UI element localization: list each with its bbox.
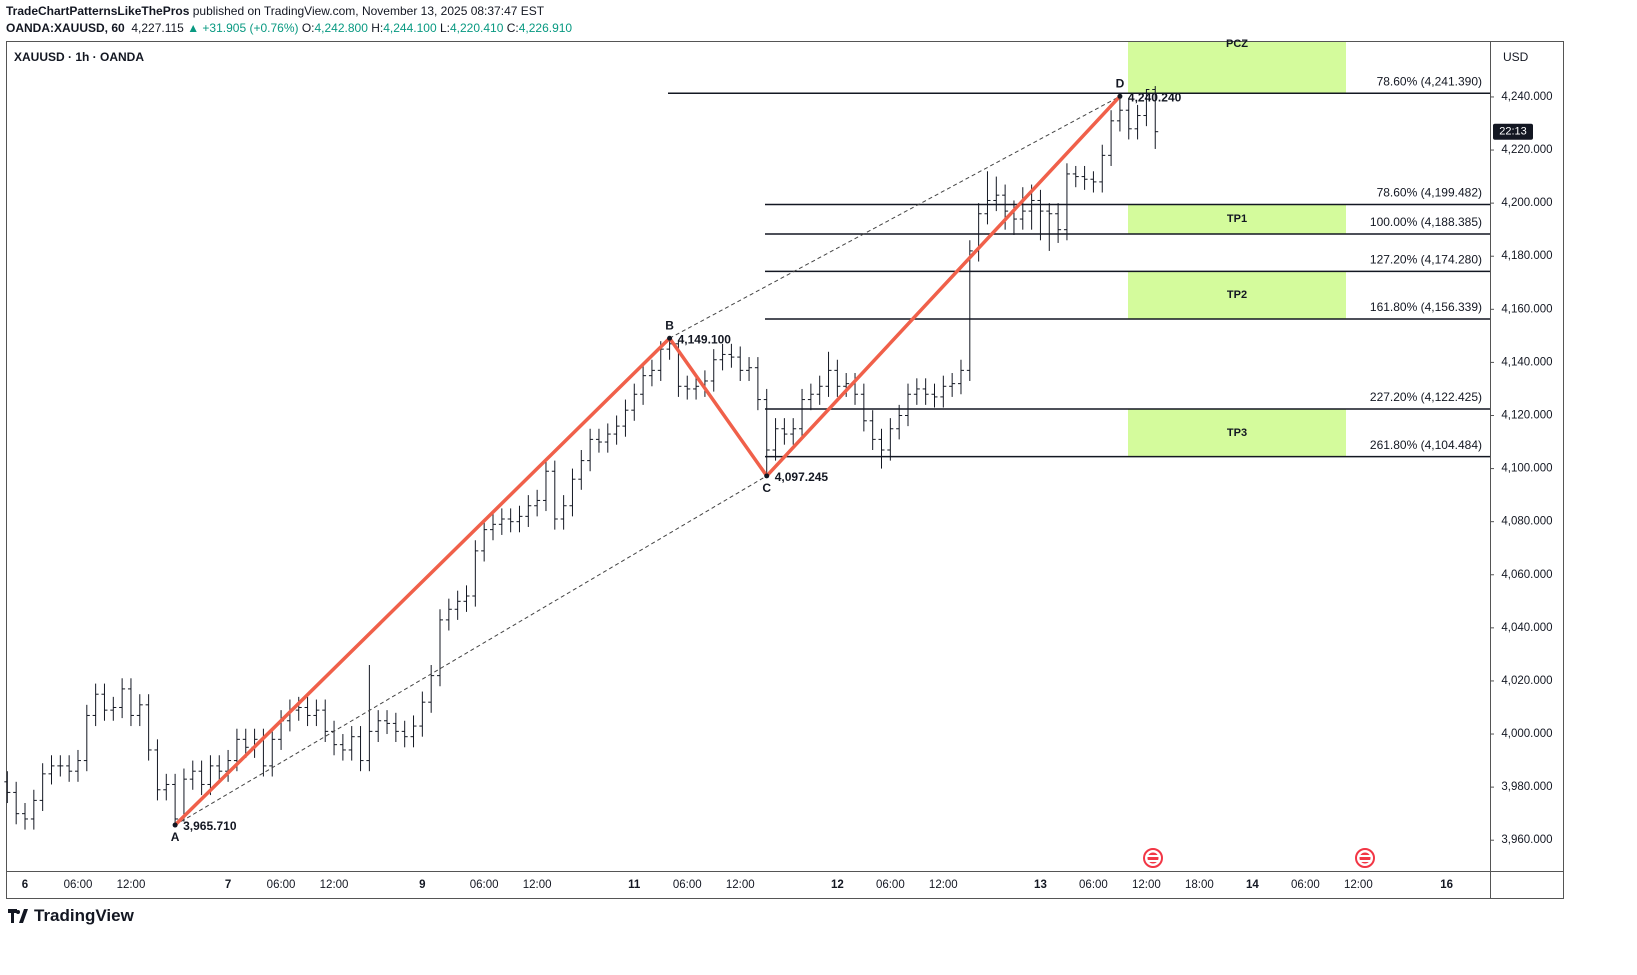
y-tick-label: 4,000.000 xyxy=(1501,728,1552,740)
x-tick-label: 9 xyxy=(419,879,425,891)
x-tick-label: 06:00 xyxy=(1079,879,1108,891)
x-tick-label: 06:00 xyxy=(876,879,905,891)
x-tick-label: 06:00 xyxy=(673,879,702,891)
zone-label: TP2 xyxy=(1227,289,1247,301)
pattern-value: 3,965.710 xyxy=(183,819,237,833)
zone xyxy=(1128,204,1346,234)
pattern-value: 4,097.245 xyxy=(775,470,829,484)
x-tick-label: 12:00 xyxy=(726,879,755,891)
y-tick-label: 4,180.000 xyxy=(1501,250,1552,262)
publish-line: TradeChartPatternsLikeThePros published … xyxy=(6,4,544,18)
pattern-point xyxy=(764,473,770,479)
x-tick-label: 16 xyxy=(1440,879,1453,891)
x-tick-label: 12:00 xyxy=(523,879,552,891)
x-tick-label: 7 xyxy=(225,879,231,891)
pattern-point xyxy=(172,822,178,828)
pattern-name: C xyxy=(762,481,771,495)
zone xyxy=(1128,42,1346,94)
x-tick-label: 06:00 xyxy=(64,879,93,891)
published: published on TradingView.com, November 1… xyxy=(192,4,545,18)
x-tick-label: 06:00 xyxy=(470,879,499,891)
y-tick-label: 4,120.000 xyxy=(1501,410,1552,422)
o: 4,242.800 xyxy=(314,21,368,35)
h: 4,244.100 xyxy=(383,21,437,35)
chart-frame xyxy=(6,41,1564,899)
x-tick-label: 06:00 xyxy=(267,879,296,891)
pattern-name: A xyxy=(171,830,180,844)
x-tick-label: 13 xyxy=(1034,879,1047,891)
level-label: 227.20% (4,122.425) xyxy=(1370,390,1482,404)
level-label: 78.60% (4,241.390) xyxy=(1377,74,1482,88)
zone-label: TP3 xyxy=(1227,427,1247,439)
y-tick-label: 4,220.000 xyxy=(1501,144,1552,156)
change: ▲ +31.905 (+0.76%) xyxy=(187,21,299,35)
brand: TradingView xyxy=(34,906,134,925)
pattern-point xyxy=(667,335,673,341)
level-label: 78.60% (4,199.482) xyxy=(1377,186,1482,200)
y-tick-label: 4,140.000 xyxy=(1501,356,1552,368)
dashed-line xyxy=(174,475,767,826)
zone xyxy=(1128,271,1346,320)
pattern-value: 4,149.100 xyxy=(678,332,732,346)
pattern-value: 4,240.240 xyxy=(1128,90,1182,104)
logo xyxy=(8,909,28,923)
level-label: 100.00% (4,188.385) xyxy=(1370,215,1482,229)
x-tick-label: 12 xyxy=(831,879,844,891)
event-flag xyxy=(1355,848,1375,868)
plot: PCZ TP1 TP2 TP3 78.60% (4,241.390) 78.60% (4,… xyxy=(4,38,1490,844)
o-label: O: xyxy=(301,21,315,35)
chart-title: XAUUSD · 1h · OANDA xyxy=(14,50,144,64)
price: 4,227.115 xyxy=(131,21,184,35)
symbol-line: OANDA:XAUUSD, 60 4,227.115 ▲ +31.905 (+0… xyxy=(6,21,572,35)
y-tick-label: 4,020.000 xyxy=(1501,675,1552,687)
dashed-line xyxy=(669,95,1121,339)
zone-label: PCZ xyxy=(1226,38,1248,50)
level-label: 127.20% (4,174.280) xyxy=(1370,253,1482,267)
level-label: 161.80% (4,156.339) xyxy=(1370,300,1482,314)
currency: USD xyxy=(1503,50,1529,64)
zone-label: TP1 xyxy=(1227,213,1247,225)
zone xyxy=(1128,409,1346,457)
pattern-name: B xyxy=(665,318,674,332)
pattern-line xyxy=(173,95,1122,827)
x-tick-label: 06:00 xyxy=(1291,879,1320,891)
symbol: OANDA:XAUUSD, 60 xyxy=(6,21,125,35)
x-tick-label: 12:00 xyxy=(320,879,349,891)
y-tick-label: 4,040.000 xyxy=(1501,622,1552,634)
x-tick-label: 12:00 xyxy=(1344,879,1373,891)
y-tick-label: 4,060.000 xyxy=(1501,569,1552,581)
l: 4,220.410 xyxy=(449,21,504,35)
event-flag xyxy=(1143,848,1163,868)
chart: PCZ TP1 TP2 TP3 78.60% (4,241.390) 78.60% (4,… xyxy=(4,38,1564,899)
y-tick-label: 4,160.000 xyxy=(1501,303,1552,315)
x-tick-label: 12:00 xyxy=(117,879,146,891)
x-tick-label: 6 xyxy=(22,879,28,891)
x-tick-label: 12:00 xyxy=(929,879,958,891)
pattern-point xyxy=(1117,93,1123,99)
x-tick-label: 12:00 xyxy=(1132,879,1161,891)
l-label: L: xyxy=(439,21,450,35)
h-label: H: xyxy=(371,21,384,35)
pattern-name: D xyxy=(1116,76,1125,90)
level-label: 261.80% (4,104.484) xyxy=(1370,438,1482,452)
c: 4,226.910 xyxy=(518,21,573,35)
price-tag xyxy=(1493,123,1533,140)
y-tick-label: 3,980.000 xyxy=(1501,781,1552,793)
y-tick-label: 4,080.000 xyxy=(1501,516,1552,528)
x-tick-label: 14 xyxy=(1246,879,1259,891)
author: TradeChartPatternsLikeThePros xyxy=(6,4,190,18)
y-tick-label: 4,100.000 xyxy=(1501,463,1552,475)
x-tick-label: 18:00 xyxy=(1185,879,1214,891)
y-tick-label: 3,960.000 xyxy=(1501,834,1552,846)
footer: TradingView xyxy=(8,906,134,926)
countdown: 22:13 xyxy=(1499,126,1527,138)
y-tick-label: 4,240.000 xyxy=(1501,91,1552,103)
c-label: C: xyxy=(506,21,519,35)
x-tick-label: 11 xyxy=(628,879,641,891)
y-tick-label: 4,200.000 xyxy=(1501,197,1552,209)
